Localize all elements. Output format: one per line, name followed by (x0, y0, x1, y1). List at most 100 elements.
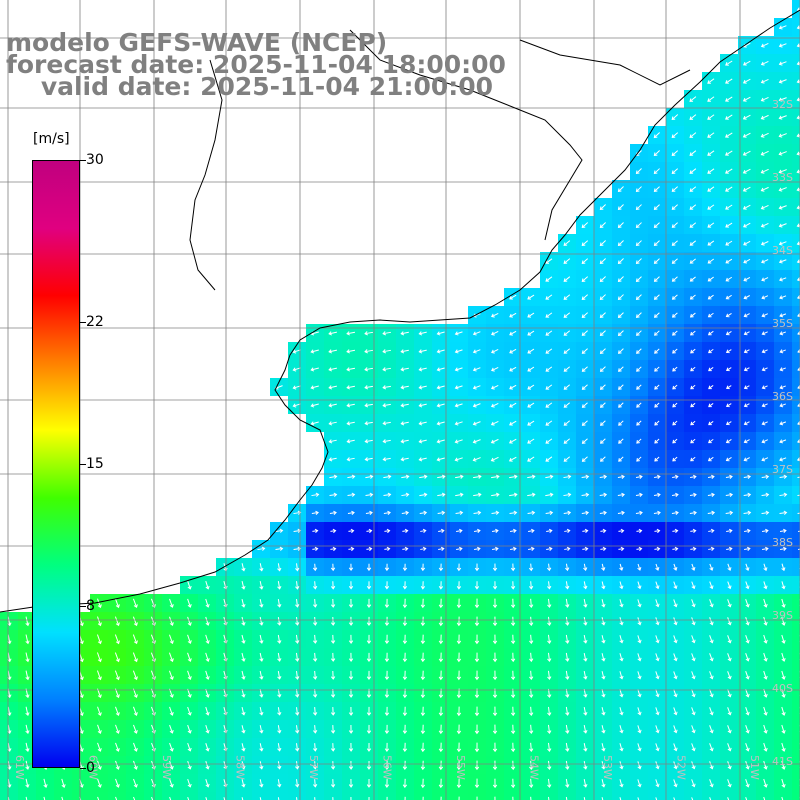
wind-arrow (707, 222, 715, 228)
wind-arrowhead (513, 546, 517, 552)
wind-arrowhead (563, 404, 568, 408)
wind-arrowhead (760, 151, 765, 156)
wind-arrow (509, 530, 517, 532)
wind-arrowhead (566, 528, 571, 534)
wind-arrowhead (565, 676, 570, 680)
wind-arrow (635, 476, 643, 478)
wind-arrow (25, 760, 29, 770)
wind-arrowhead (727, 711, 732, 716)
wind-arrow (690, 548, 696, 550)
wind-arrowhead (510, 640, 516, 645)
wind-arrow (97, 742, 101, 752)
wind-arrowhead (729, 492, 734, 497)
coastline-path (0, 9, 800, 613)
wind-arrow (600, 530, 606, 532)
wind-arrow (7, 670, 11, 680)
wind-arrowhead (456, 712, 462, 717)
wind-arrowhead (313, 658, 318, 662)
wind-arrow (691, 671, 695, 679)
wind-arrow (726, 294, 732, 300)
wind-arrow (763, 563, 767, 571)
wind-arrowhead (779, 367, 784, 372)
wind-arrowhead (187, 783, 192, 788)
wind-arrowhead (653, 170, 658, 175)
wind-arrow (672, 258, 678, 264)
wind-arrowhead (778, 187, 783, 192)
wind-arrow (491, 475, 499, 479)
wind-arrowhead (727, 621, 732, 626)
wind-arrowhead (636, 458, 640, 462)
wind-speed-cell (792, 756, 800, 774)
wind-arrowhead (655, 567, 660, 571)
longitude-label: 53W (601, 755, 614, 780)
wind-arrowhead (456, 567, 462, 572)
wind-arrow (636, 204, 642, 210)
wind-arrowhead (97, 730, 102, 734)
wind-arrow (797, 278, 800, 281)
wind-arrowhead (423, 474, 428, 479)
wind-arrowhead (672, 457, 676, 462)
wind-arrowhead (169, 604, 174, 608)
wind-arrowhead (637, 675, 642, 680)
wind-arrowhead (565, 658, 570, 662)
wind-arrow (781, 778, 785, 788)
wind-arrow (673, 707, 677, 715)
wind-arrow (205, 779, 209, 787)
wind-arrow (259, 581, 263, 589)
wind-arrowhead (527, 421, 531, 426)
latitude-label: 32S (772, 98, 793, 111)
wind-arrow (401, 331, 409, 335)
wind-arrow (726, 439, 732, 443)
wind-arrowhead (689, 295, 694, 300)
wind-arrow (419, 457, 427, 461)
wind-speed-cell (792, 342, 800, 360)
wind-arrowhead (674, 546, 679, 552)
wind-arrow (565, 724, 569, 734)
wind-arrow (582, 438, 588, 444)
wind-arrow (743, 204, 751, 210)
wind-arrowhead (513, 510, 518, 515)
wind-arrowhead (584, 528, 589, 534)
wind-arrowhead (418, 367, 423, 372)
wind-arrow (655, 707, 659, 715)
wind-arrow (293, 529, 301, 533)
wind-arrow (690, 438, 696, 444)
wind-arrowhead (583, 585, 588, 590)
wind-arrowhead (763, 657, 768, 662)
wind-arrowhead (169, 729, 174, 734)
wind-arrow (474, 548, 480, 550)
wind-arrowhead (277, 603, 282, 608)
wind-arrowhead (583, 603, 588, 608)
wind-arrow (259, 616, 263, 626)
wind-arrow (744, 403, 750, 407)
wind-arrowhead (384, 658, 390, 663)
wind-arrow (726, 403, 732, 407)
wind-arrow (259, 725, 263, 733)
wind-arrowhead (420, 585, 426, 590)
wind-arrowhead (527, 458, 531, 462)
wind-arrowhead (509, 331, 513, 336)
wind-arrow (636, 294, 642, 300)
wind-arrow (672, 530, 678, 532)
wind-arrow (329, 385, 337, 389)
wind-arrowhead (725, 188, 729, 192)
wind-arrowhead (725, 349, 730, 354)
wind-arrow (527, 312, 535, 318)
wind-arrow (600, 348, 606, 354)
wind-arrow (366, 548, 372, 550)
wind-arrow (672, 240, 678, 246)
wind-arrowhead (548, 546, 553, 552)
wind-speed-cell (792, 54, 800, 72)
wind-arrowhead (637, 639, 642, 644)
wind-arrowhead (655, 603, 660, 608)
wind-arrowhead (295, 765, 300, 770)
wind-arrowhead (472, 439, 477, 444)
wind-arrowhead (330, 604, 336, 608)
wind-arrow (548, 652, 550, 662)
wind-arrowhead (763, 585, 768, 590)
wind-arrowhead (690, 421, 694, 426)
wind-arrowhead (760, 223, 765, 228)
wind-arrow (743, 78, 751, 84)
wind-arrowhead (653, 206, 658, 210)
wind-arrow (347, 475, 355, 479)
